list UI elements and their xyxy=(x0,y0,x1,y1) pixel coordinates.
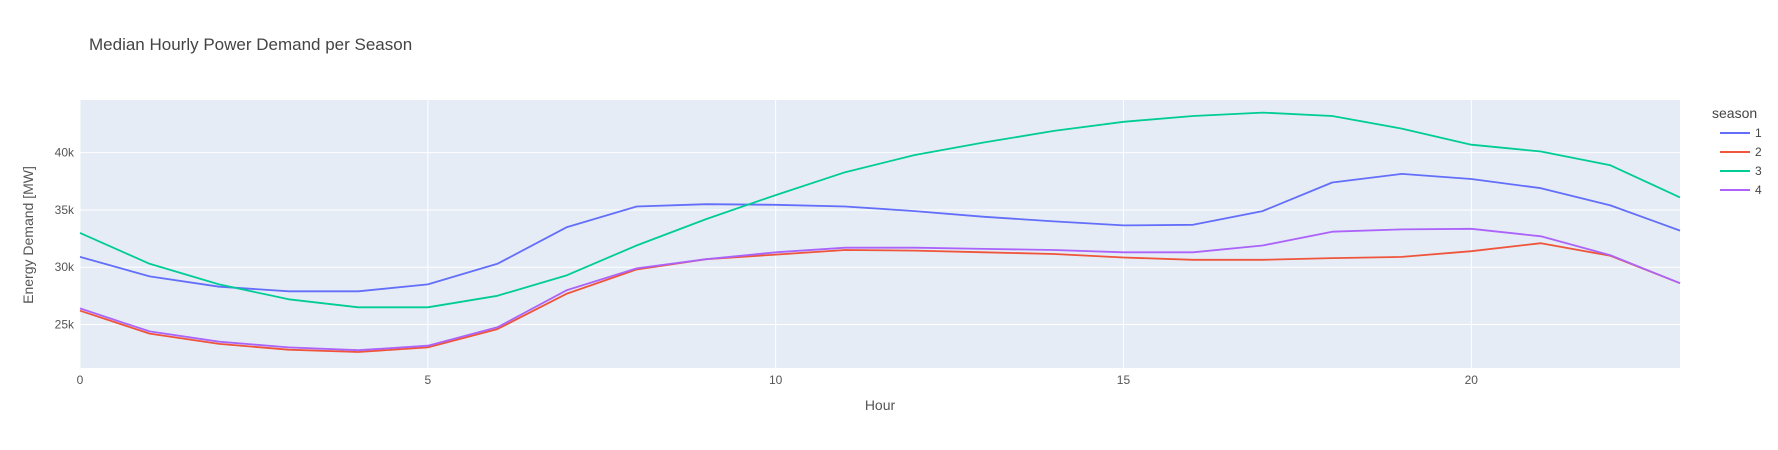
x-tick-label: 5 xyxy=(424,373,431,387)
legend-label: 4 xyxy=(1755,183,1762,197)
series-line-1 xyxy=(79,172,1681,293)
legend-item-4[interactable]: 4 xyxy=(1720,183,1762,197)
legend-title: season xyxy=(1712,105,1757,121)
legend-item-1[interactable]: 1 xyxy=(1720,126,1762,140)
chart-title: Median Hourly Power Demand per Season xyxy=(89,35,412,54)
x-axis-title: Hour xyxy=(865,397,896,413)
x-axis-ticks: 0 5 10 15 20 xyxy=(77,373,1479,387)
y-tick-label: 25k xyxy=(55,317,75,331)
legend-items: 1 2 3 4 xyxy=(1720,126,1762,197)
legend-label: 2 xyxy=(1755,145,1762,159)
series-line-4 xyxy=(79,227,1681,352)
legend: season 1 2 3 4 xyxy=(1712,105,1762,197)
series-line-2 xyxy=(79,242,1681,353)
y-gridlines xyxy=(80,152,1680,325)
x-tick-label: 10 xyxy=(769,373,783,387)
legend-item-2[interactable]: 2 xyxy=(1720,145,1762,159)
series-line-3 xyxy=(79,111,1681,309)
legend-label: 1 xyxy=(1755,126,1762,140)
plot-area xyxy=(80,100,1680,368)
y-tick-label: 35k xyxy=(55,203,75,217)
y-axis-ticks: 25k 30k 35k 40k xyxy=(55,146,75,332)
x-tick-label: 0 xyxy=(77,373,84,387)
y-axis-title: Energy Demand [MW] xyxy=(20,166,36,304)
y-tick-label: 40k xyxy=(55,146,75,160)
x-tick-label: 20 xyxy=(1465,373,1479,387)
x-tick-label: 15 xyxy=(1117,373,1131,387)
legend-item-3[interactable]: 3 xyxy=(1720,164,1762,178)
legend-label: 3 xyxy=(1755,164,1762,178)
y-tick-label: 30k xyxy=(55,260,75,274)
series-lines xyxy=(79,111,1681,353)
